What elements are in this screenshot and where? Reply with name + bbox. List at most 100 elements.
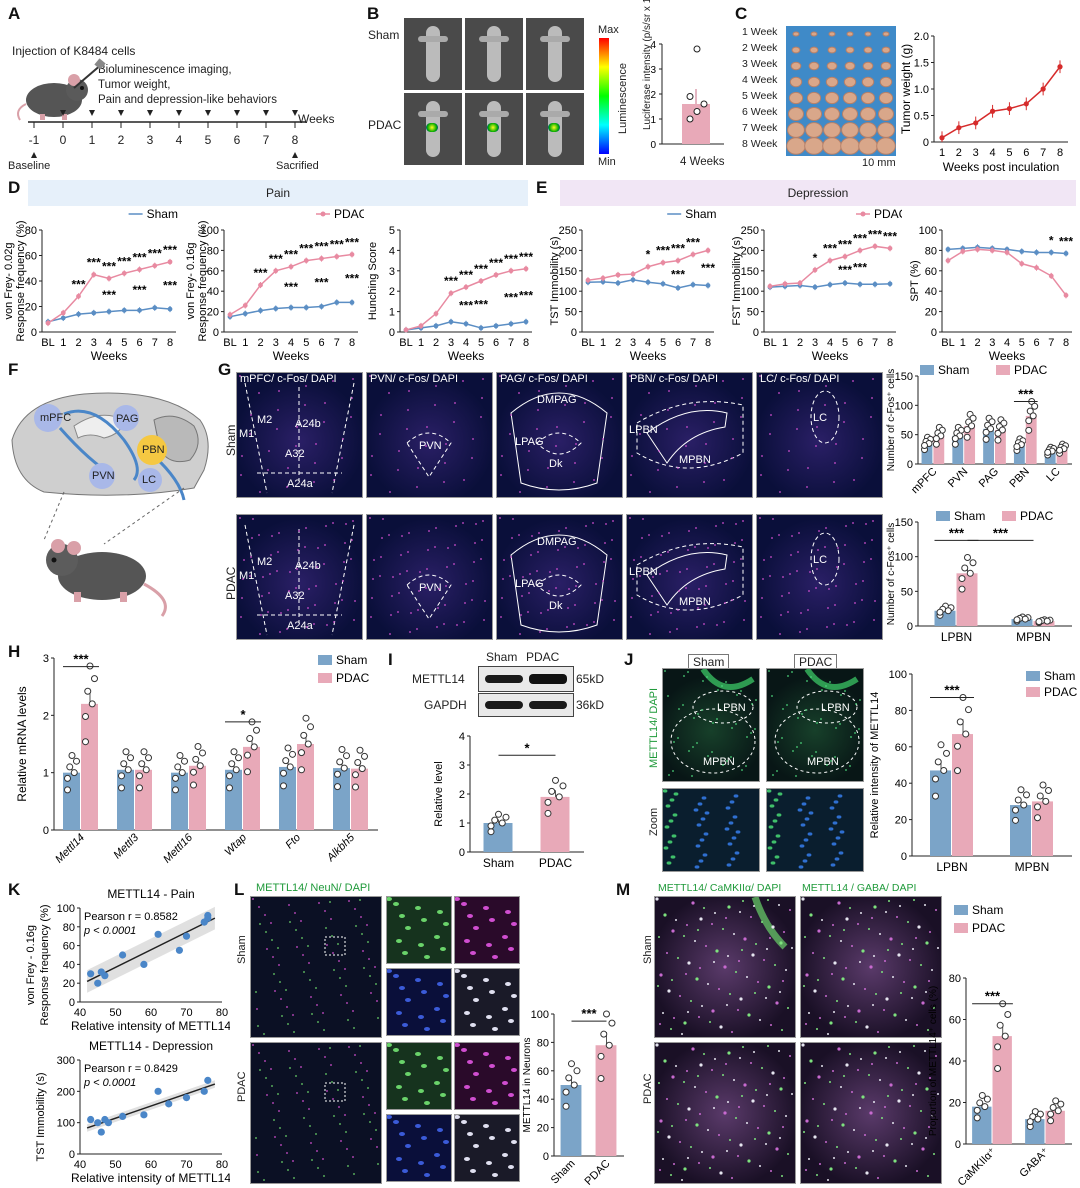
- xtick-label: 5: [660, 337, 666, 349]
- panel-label-G: G: [218, 360, 232, 379]
- g-outline: [406, 574, 452, 620]
- m-cell-dot: [769, 937, 771, 939]
- l-cell-dot: [278, 964, 280, 966]
- j-zoom-cell: [800, 823, 806, 827]
- point: [645, 279, 651, 285]
- m-cell-dot: [871, 917, 873, 919]
- l-cell-dot: [330, 918, 332, 920]
- g-cfos-dot: [416, 486, 418, 488]
- data-point: [172, 774, 179, 782]
- ytick-label: 100: [919, 225, 937, 237]
- g-cfos-dot: [260, 614, 262, 616]
- l-cell-dot: [300, 1066, 302, 1068]
- j-zoom-cell: [670, 855, 676, 859]
- l-cell-dot: [265, 931, 267, 933]
- m-cell-dot: [869, 1111, 873, 1115]
- m-cell-dot: [864, 988, 866, 990]
- g-cfos-dot: [388, 392, 390, 394]
- m-cell-dot: [929, 1077, 931, 1079]
- m-row-sham: Sham: [642, 935, 654, 964]
- j-cell-dot: [795, 775, 797, 777]
- sig-stars: ***: [949, 525, 965, 540]
- l-cell-dot: [325, 927, 327, 929]
- l-cell-dot: [326, 944, 328, 946]
- m-cell-dot: [670, 1174, 672, 1176]
- ytick-label: 100: [57, 1118, 75, 1130]
- m-cell-dot: [727, 905, 731, 909]
- data-point: [973, 1106, 981, 1114]
- ytick-label: 0: [69, 997, 75, 1009]
- point: [690, 252, 696, 257]
- g-cfos-dot: [373, 559, 375, 561]
- l-zoom-cell: [455, 1043, 460, 1047]
- g-cfos-dot: [277, 551, 279, 553]
- point: [137, 267, 142, 272]
- m-cell-dot: [657, 985, 659, 987]
- c-tumor: [844, 61, 856, 71]
- j-cell-dot: [777, 741, 779, 743]
- legend-label: Sham: [938, 364, 969, 377]
- i-band: [485, 675, 523, 683]
- m-cell-dot: [675, 919, 677, 921]
- m-cell-dot: [913, 899, 915, 901]
- g-outline: [244, 524, 355, 636]
- g-region-label: LPBN: [629, 424, 658, 436]
- g-cfos-dot: [872, 378, 874, 380]
- bar: [995, 429, 1006, 464]
- j-zoom-cell: [724, 827, 730, 831]
- l-zoom-cell: [402, 1023, 408, 1027]
- g-cfos-dot: [538, 390, 540, 392]
- m-cell-dot: [718, 988, 720, 990]
- m-cell-dot: [761, 921, 763, 923]
- m-cell-dot: [731, 1031, 733, 1033]
- data-point: [140, 748, 148, 756]
- m-cell-dot: [739, 1143, 743, 1147]
- l-cell-dot: [346, 1002, 348, 1004]
- data-point: [1034, 1115, 1042, 1123]
- data-point: [921, 442, 929, 450]
- l-cell-dot: [271, 939, 273, 941]
- l-cell-dot: [376, 1000, 378, 1002]
- j-cell-dot: [725, 681, 727, 683]
- m-cell-dot: [705, 1091, 707, 1093]
- m-cell-dot: [754, 1138, 756, 1140]
- data-point: [994, 429, 1002, 437]
- l-cell-dot: [317, 1167, 319, 1169]
- m-micrograph: [654, 896, 796, 1038]
- l-zoom-cell: [502, 1081, 508, 1085]
- g-region-label: PVN: [419, 440, 442, 452]
- m-cell-dot: [727, 955, 729, 957]
- j-zoom-cell: [671, 834, 677, 838]
- g-cfos-dot: [601, 457, 603, 459]
- ylabel: TST Immobility (s): [549, 236, 561, 325]
- m-cell-dot: [821, 919, 823, 921]
- l-cell-dot: [271, 1085, 273, 1087]
- point: [872, 281, 878, 287]
- m-cell-dot: [829, 935, 831, 937]
- g-cfos-dot: [612, 520, 614, 522]
- data-point: [228, 760, 236, 768]
- g-cfos-dot: [872, 520, 874, 522]
- xtick-label: 1: [600, 337, 606, 349]
- g-region-label: A32: [285, 448, 305, 460]
- m-cell-dot: [929, 931, 931, 933]
- panel-label-H: H: [8, 642, 21, 661]
- xtick-label: 8: [167, 337, 173, 349]
- legend-swatch-sham: [318, 655, 332, 665]
- l-zoom-cell: [492, 1101, 498, 1105]
- data-point: [1039, 781, 1047, 789]
- g-cfos-dot: [325, 525, 327, 527]
- c-tumor: [878, 91, 894, 105]
- l-cell-dot: [322, 1012, 324, 1014]
- bar: [81, 703, 98, 830]
- g-cfos-dot: [873, 619, 875, 621]
- m-cell-dot: [861, 949, 865, 953]
- bar: [1032, 801, 1053, 856]
- g-cfos-dot: [874, 600, 876, 602]
- j-cell-dot: [736, 694, 738, 696]
- m-cell-dot: [888, 900, 890, 902]
- c-tumor: [809, 46, 819, 54]
- data-point: [600, 1030, 608, 1038]
- j-cell-dot: [746, 736, 748, 738]
- j-cell-dot: [740, 690, 742, 692]
